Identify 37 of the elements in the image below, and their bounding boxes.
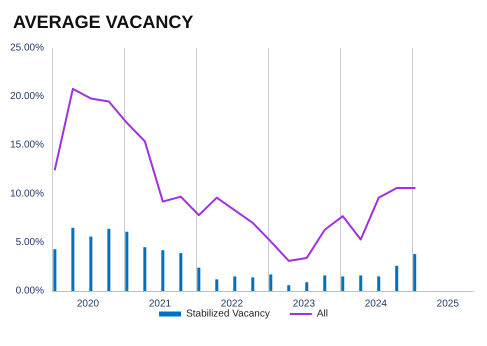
x-tick-label: 2023: [292, 298, 316, 310]
bar: [341, 276, 344, 291]
bar: [179, 253, 182, 291]
bar: [107, 228, 110, 291]
x-tick-label: 2022: [220, 298, 244, 310]
y-tick-label: 5.00%: [16, 236, 44, 248]
bar: [287, 285, 290, 291]
bar: [359, 275, 362, 291]
bar: [377, 276, 380, 291]
bar: [125, 232, 128, 291]
bar: [269, 274, 272, 291]
y-tick-label: 20.00%: [10, 91, 44, 102]
bar: [215, 279, 218, 291]
x-tick-label: 2020: [76, 298, 100, 310]
y-tick-label: 25.00%: [10, 42, 44, 54]
x-tick-label: 2025: [436, 298, 460, 310]
y-tick-label: 0.00%: [16, 286, 44, 296]
bar: [161, 250, 164, 291]
chart-title: AVERAGE VACANCY: [13, 12, 194, 32]
bar: [143, 247, 146, 291]
x-tick-label: 2024: [364, 298, 388, 310]
bar: [305, 282, 308, 291]
bar: [53, 249, 56, 291]
line-series: [54, 88, 416, 262]
y-tick-label: 15.00%: [10, 140, 44, 151]
bar: [251, 277, 254, 291]
legend-label: Stabilized Vacancy: [186, 308, 270, 320]
bar: [395, 266, 398, 291]
x-tick-label: 2021: [148, 298, 172, 310]
legend-label: All: [316, 308, 328, 320]
bar: [197, 268, 200, 291]
bar: [323, 275, 326, 291]
bar: [413, 254, 416, 291]
bar: [71, 228, 74, 291]
bar: [233, 276, 236, 291]
y-tick-label: 10.00%: [10, 188, 44, 200]
bar: [89, 236, 92, 291]
